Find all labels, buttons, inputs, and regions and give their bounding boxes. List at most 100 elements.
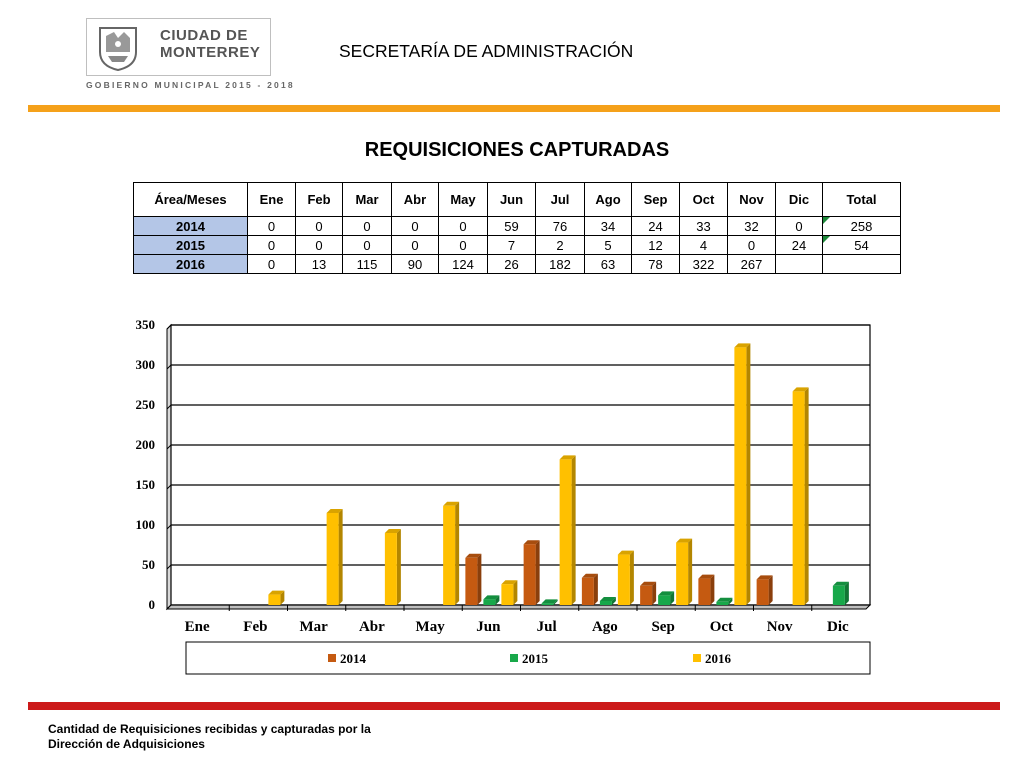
x-tick-label: Jul xyxy=(537,619,557,635)
legend-label: 2016 xyxy=(705,651,732,666)
bar-side xyxy=(728,597,733,605)
chart-plot-area xyxy=(170,324,871,606)
bar-top xyxy=(384,529,401,533)
x-tick-label: Dic xyxy=(827,619,849,635)
table-cell: 0 xyxy=(247,235,296,255)
table-header-cell: Jul xyxy=(535,182,585,217)
y-tick-label: 200 xyxy=(136,437,156,452)
table-cell: 0 xyxy=(438,216,488,236)
gridline-depth xyxy=(166,404,172,410)
bar-side xyxy=(396,529,401,605)
bar-side xyxy=(571,455,576,605)
table-cell: 124 xyxy=(438,254,488,274)
table-cell: 182 xyxy=(535,254,585,274)
bar-side xyxy=(611,597,616,605)
logo-line-2: MONTERREY xyxy=(160,44,261,61)
bar-top xyxy=(698,574,715,579)
x-tick-label: Abr xyxy=(359,619,385,635)
bar-2014-Ago xyxy=(581,577,594,605)
footer-divider xyxy=(28,702,1000,710)
bar-top xyxy=(756,575,773,580)
table-cell: 32 xyxy=(727,216,776,236)
bar-2015-Jul xyxy=(541,603,554,605)
bar-2016-May xyxy=(443,505,456,605)
gridline-depth xyxy=(166,324,172,330)
bar-top xyxy=(658,591,675,596)
table-cell: 78 xyxy=(631,254,680,274)
bar-2015-Ago xyxy=(599,601,612,605)
gridline-depth xyxy=(166,524,172,530)
table-cell: 0 xyxy=(391,235,439,255)
y-tick-label: 0 xyxy=(149,597,156,612)
bar-top xyxy=(716,597,733,602)
table-header-cell: Abr xyxy=(391,182,439,217)
gridline-depth xyxy=(166,444,172,450)
y-tick-label: 150 xyxy=(136,477,156,492)
table-cell: 34 xyxy=(584,216,632,236)
table-header-cell: Jun xyxy=(487,182,536,217)
bar-top xyxy=(501,580,518,585)
bar-side xyxy=(629,550,634,605)
table-header-cell: Oct xyxy=(679,182,728,217)
table-cell-total xyxy=(822,254,901,274)
bar-side xyxy=(746,343,751,605)
table-cell: 5 xyxy=(584,235,632,255)
bar-2014-Nov xyxy=(756,579,769,605)
table-header-row: Área/Meses Ene Feb Mar Abr May Jun Jul A… xyxy=(133,182,901,217)
y-tick-label: 100 xyxy=(136,517,156,532)
table-cell: 0 xyxy=(342,235,392,255)
city-seal-icon xyxy=(99,27,137,72)
bar-top xyxy=(559,455,576,460)
bar-2015-Dic xyxy=(832,585,845,605)
table-cell: 33 xyxy=(679,216,728,236)
x-tick-label: May xyxy=(416,619,446,635)
bar-side xyxy=(535,540,540,605)
table-cell: 7 xyxy=(487,235,536,255)
bar-2016-Jun xyxy=(501,584,514,605)
table-header-cell: Mar xyxy=(342,182,392,217)
bar-side xyxy=(513,580,518,605)
table-cell: 0 xyxy=(247,216,296,236)
y-tick-label: 350 xyxy=(136,317,156,332)
table-cell-year: 2015 xyxy=(133,235,248,255)
bar-2016-Sep xyxy=(676,542,689,605)
table-header-cell: Área/Meses xyxy=(133,182,248,217)
table-cell: 267 xyxy=(727,254,776,274)
table-cell: 0 xyxy=(775,216,823,236)
bar-top xyxy=(599,597,616,601)
bar-side xyxy=(455,501,460,605)
bar-2014-Jun xyxy=(465,557,478,605)
bar-top xyxy=(792,387,809,392)
table-cell: 26 xyxy=(487,254,536,274)
bar-2016-Feb xyxy=(268,594,281,605)
x-tick-label: Ago xyxy=(592,619,618,635)
bar-2014-Oct xyxy=(698,578,711,605)
table-cell: 0 xyxy=(295,216,343,236)
legend-box xyxy=(185,641,871,675)
bar-side xyxy=(553,599,558,605)
y-tick-label: 50 xyxy=(142,557,155,572)
bar-2016-Ago xyxy=(617,554,630,605)
table-row: 2015 0 0 0 0 0 7 2 5 12 4 0 24 54 xyxy=(133,235,901,255)
table-header-cell: Nov xyxy=(727,182,776,217)
table-header-cell: Dic xyxy=(775,182,823,217)
table-cell: 59 xyxy=(487,216,536,236)
bar-side xyxy=(495,595,500,605)
bar-top xyxy=(483,595,500,600)
page-title: REQUISICIONES CAPTURADAS xyxy=(364,139,670,161)
table-cell: 12 xyxy=(631,235,680,255)
table-cell: 63 xyxy=(584,254,632,274)
legend-label: 2014 xyxy=(340,651,367,666)
y-tick-label: 250 xyxy=(136,397,156,412)
table-cell: 76 xyxy=(535,216,585,236)
bar-top xyxy=(832,581,849,586)
table-cell: 322 xyxy=(679,254,728,274)
table-cell-total: 54 xyxy=(822,235,901,255)
bar-2014-Sep xyxy=(640,585,653,605)
legend-label: 2015 xyxy=(522,651,549,666)
table-cell: 13 xyxy=(295,254,343,274)
table-cell-year: 2014 xyxy=(133,216,248,236)
footnote: Cantidad de Requisiciones recibidas y ca… xyxy=(48,722,371,751)
table-cell: 24 xyxy=(631,216,680,236)
bar-2015-Jun xyxy=(483,599,496,605)
